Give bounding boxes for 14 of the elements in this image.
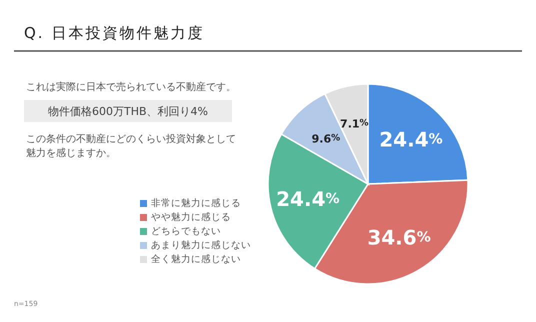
data-label: 24.4% [379,127,443,152]
legend-label: どちらでもない [151,226,221,237]
data-label: 7.1% [340,117,369,130]
legend-label: 全く魅力に感じない [151,253,241,265]
legend-label: 非常に魅力に感じる [151,197,241,209]
data-label: 9.6% [312,132,340,146]
chart-title: Q. 日本投資物件魅力度 [24,24,204,42]
text: これは実際に日本で売られている不動産です。 [26,81,236,93]
text: この条件の不動産にどのくらい投資対象として魅力を感じますか。 [26,133,236,159]
data-label: 34.6% [367,226,431,250]
data-label: 24.4% [276,186,340,211]
legend-label: あまり魅力に感じない [151,239,251,251]
legend-label: やや魅力に感じる [151,211,231,223]
text: 物件価格600万THB、利回り4% [48,105,208,118]
